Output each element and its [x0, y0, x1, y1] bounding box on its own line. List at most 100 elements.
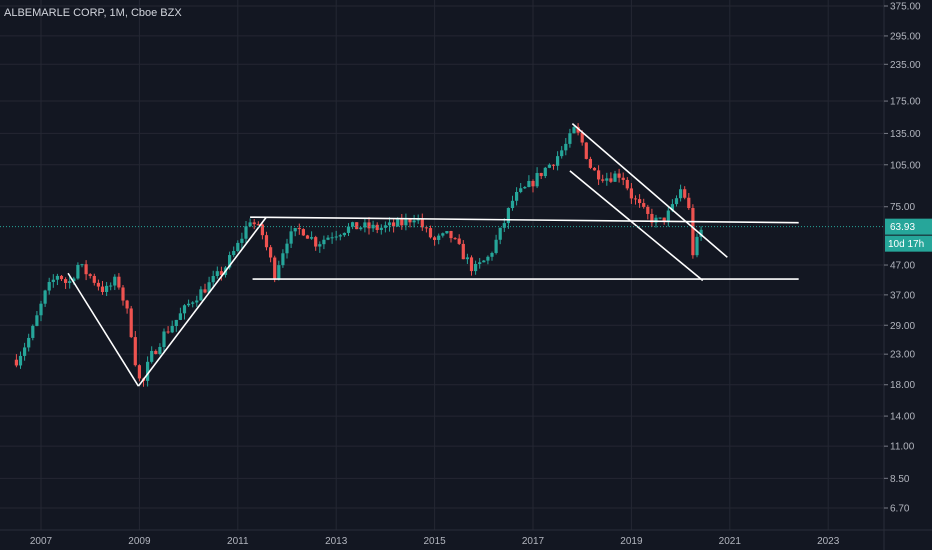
candle	[232, 246, 236, 258]
countdown-label: 10d 17h	[888, 239, 924, 250]
price-axis[interactable]: 375.00 295.00 235.00 175.00 135.00 105.00 75.0…	[884, 2, 932, 515]
candle-body	[494, 239, 498, 253]
candle-body	[588, 158, 592, 168]
candle-body	[121, 287, 125, 301]
candle-body	[330, 237, 334, 239]
candle-body	[658, 217, 662, 219]
candle	[412, 214, 416, 228]
candle	[699, 226, 703, 241]
candle-body	[232, 251, 236, 256]
candle	[551, 164, 556, 170]
candle	[105, 281, 109, 297]
candle	[80, 263, 84, 268]
candle	[88, 273, 92, 279]
candle	[597, 165, 601, 185]
candle	[47, 277, 51, 295]
price-tick-label: 18.00	[890, 380, 915, 391]
price-tick-label: 23.00	[890, 350, 915, 361]
candle-body	[14, 359, 18, 366]
candle	[244, 220, 248, 245]
trendline-v-up[interactable]	[137, 216, 267, 387]
candle	[211, 270, 215, 289]
candle-body	[679, 189, 683, 199]
candle-body	[170, 326, 174, 333]
candle-body	[420, 218, 424, 228]
candle-body	[486, 256, 490, 261]
candle-body	[551, 164, 556, 166]
candle-body	[146, 361, 150, 381]
candle-body	[342, 232, 346, 236]
candle	[498, 227, 502, 245]
candle-body	[461, 243, 465, 260]
candle	[113, 274, 117, 291]
candle-body	[129, 308, 133, 338]
trendline-channel-bottom[interactable]	[569, 170, 704, 282]
trendline-range-top[interactable]	[250, 216, 799, 224]
candle-body	[547, 164, 551, 168]
candle-body	[219, 271, 223, 275]
candle-body	[519, 188, 523, 193]
candle	[674, 195, 679, 207]
trendline-channel-top[interactable]	[571, 123, 728, 258]
candle	[379, 224, 383, 235]
candle-body	[289, 231, 293, 244]
price-tick-label: 47.00	[890, 261, 915, 272]
candle-body	[248, 222, 252, 227]
candle	[428, 225, 433, 239]
candle	[363, 217, 367, 233]
candle	[457, 234, 461, 246]
candle	[375, 222, 379, 234]
candle-body	[568, 133, 572, 144]
candle	[260, 223, 264, 240]
candle-body	[617, 173, 621, 178]
candle-body	[31, 325, 35, 338]
candle-body	[76, 264, 80, 279]
candle-body	[293, 228, 297, 232]
candle	[461, 240, 465, 260]
candle-body	[187, 303, 191, 306]
candle	[27, 333, 31, 352]
candle-body	[584, 142, 588, 159]
candle-body	[691, 208, 695, 256]
candle-body	[400, 219, 404, 226]
candle-body	[445, 230, 449, 234]
candle	[133, 331, 137, 367]
time-axis[interactable]: 2007 2009 2011 2013 2015 2017 2019 2021 2023	[30, 536, 840, 547]
candle	[174, 319, 178, 332]
candle	[506, 207, 510, 229]
trendline-v-down[interactable]	[67, 272, 140, 387]
time-tick-label: 2023	[817, 536, 840, 547]
candle	[646, 204, 650, 220]
candle	[621, 172, 625, 186]
candle-body	[109, 285, 113, 287]
time-tick-label: 2011	[227, 536, 249, 547]
candle	[314, 235, 318, 251]
candle-body	[100, 286, 105, 293]
candle-body	[158, 346, 162, 354]
candle-body	[699, 229, 703, 237]
candle-body	[363, 222, 367, 228]
candle	[35, 310, 39, 327]
candle	[515, 187, 519, 206]
candle-body	[162, 331, 166, 347]
candle-body	[605, 178, 609, 181]
candle-body	[252, 222, 256, 225]
candle	[76, 262, 80, 280]
candle	[195, 295, 199, 307]
candle	[556, 151, 560, 171]
candle-body	[666, 210, 670, 222]
candle-body	[154, 350, 158, 354]
candle	[543, 166, 547, 179]
candle	[539, 172, 543, 180]
candle	[404, 213, 408, 231]
countdown-badge-bg	[885, 235, 932, 252]
candle-body	[117, 276, 121, 288]
candle	[84, 260, 88, 281]
candle	[527, 175, 531, 188]
candle-body	[674, 198, 679, 205]
candle	[182, 304, 187, 320]
candle-body	[59, 275, 64, 280]
candle	[465, 253, 469, 264]
